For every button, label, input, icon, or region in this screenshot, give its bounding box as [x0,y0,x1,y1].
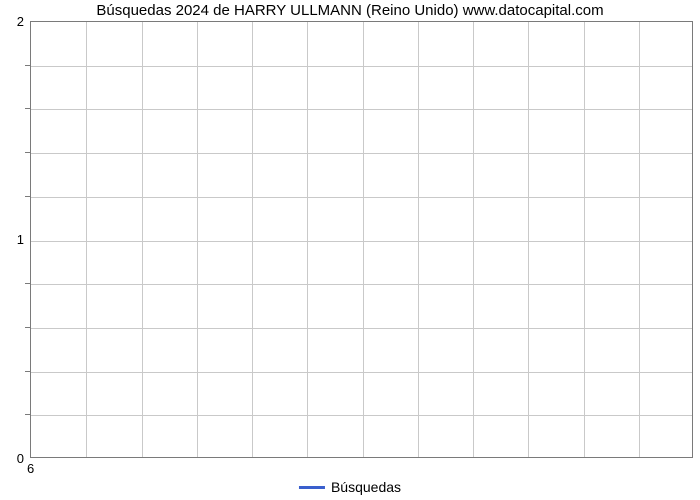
y-axis-tick-label: 0 [17,451,24,466]
y-axis-minor-tick [25,65,30,66]
gridline-vertical [528,22,529,457]
legend: Búsquedas [299,479,401,495]
gridline-vertical [473,22,474,457]
legend-line-icon [299,486,325,489]
y-axis-minor-tick [25,196,30,197]
y-axis-tick-label: 1 [17,232,24,247]
gridline-vertical [197,22,198,457]
legend-label: Búsquedas [331,479,401,495]
gridline-horizontal [31,372,692,373]
y-axis-minor-tick [25,414,30,415]
x-axis-tick-label: 6 [27,461,34,476]
y-axis-minor-tick [25,108,30,109]
gridline-vertical [142,22,143,457]
gridline-horizontal [31,197,692,198]
gridline-horizontal [31,328,692,329]
gridline-horizontal [31,153,692,154]
gridline-vertical [307,22,308,457]
y-axis-minor-tick [25,152,30,153]
chart-title: Búsquedas 2024 de HARRY ULLMANN (Reino U… [0,2,700,19]
gridline-vertical [252,22,253,457]
gridline-horizontal [31,415,692,416]
gridline-vertical [363,22,364,457]
gridline-vertical [418,22,419,457]
y-axis-minor-tick [25,283,30,284]
gridline-horizontal [31,284,692,285]
plot-area [30,21,693,458]
gridline-horizontal [31,109,692,110]
gridline-horizontal [31,66,692,67]
y-axis-minor-tick [25,327,30,328]
gridline-vertical [86,22,87,457]
y-axis-minor-tick [25,371,30,372]
chart-root: Búsquedas 2024 de HARRY ULLMANN (Reino U… [0,0,700,500]
gridline-horizontal [31,241,692,242]
y-axis-tick-label: 2 [17,14,24,29]
gridline-vertical [639,22,640,457]
gridline-vertical [584,22,585,457]
